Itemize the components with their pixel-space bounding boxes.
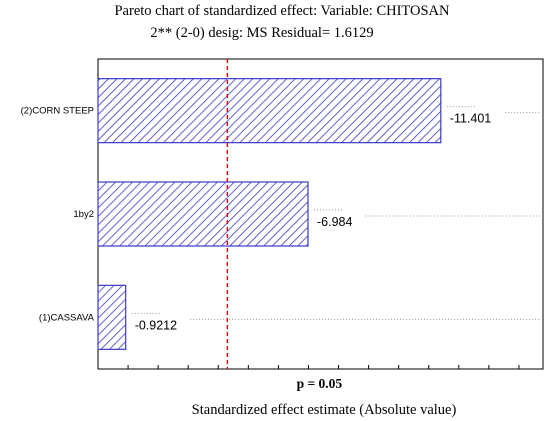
bar <box>97 284 127 350</box>
value-label: -6.984 <box>317 215 352 229</box>
label-leader-lines <box>131 106 541 320</box>
category-label: (2)CORN STEEP <box>21 106 94 117</box>
category-labels: (2)CORN STEEP 1by2 (1)CASSAVA <box>21 106 95 324</box>
bar <box>97 78 442 144</box>
bar <box>97 181 309 247</box>
category-label: 1by2 <box>73 209 94 220</box>
value-labels: -11.401 -6.984 -0.9212 <box>135 112 492 333</box>
bars <box>97 78 442 350</box>
value-label: -0.9212 <box>135 318 177 332</box>
reference-label: p = 0.05 <box>297 376 343 391</box>
category-label: (1)CASSAVA <box>39 312 95 323</box>
value-label: -11.401 <box>450 112 492 126</box>
x-axis-label: Standardized effect estimate (Absolute v… <box>192 402 457 418</box>
chart-subtitle: 2** (2-0) desig: MS Residual= 1.6129 <box>150 25 373 41</box>
chart-title: Pareto chart of standardized effect: Var… <box>114 3 450 19</box>
x-axis-ticks <box>127 365 520 369</box>
